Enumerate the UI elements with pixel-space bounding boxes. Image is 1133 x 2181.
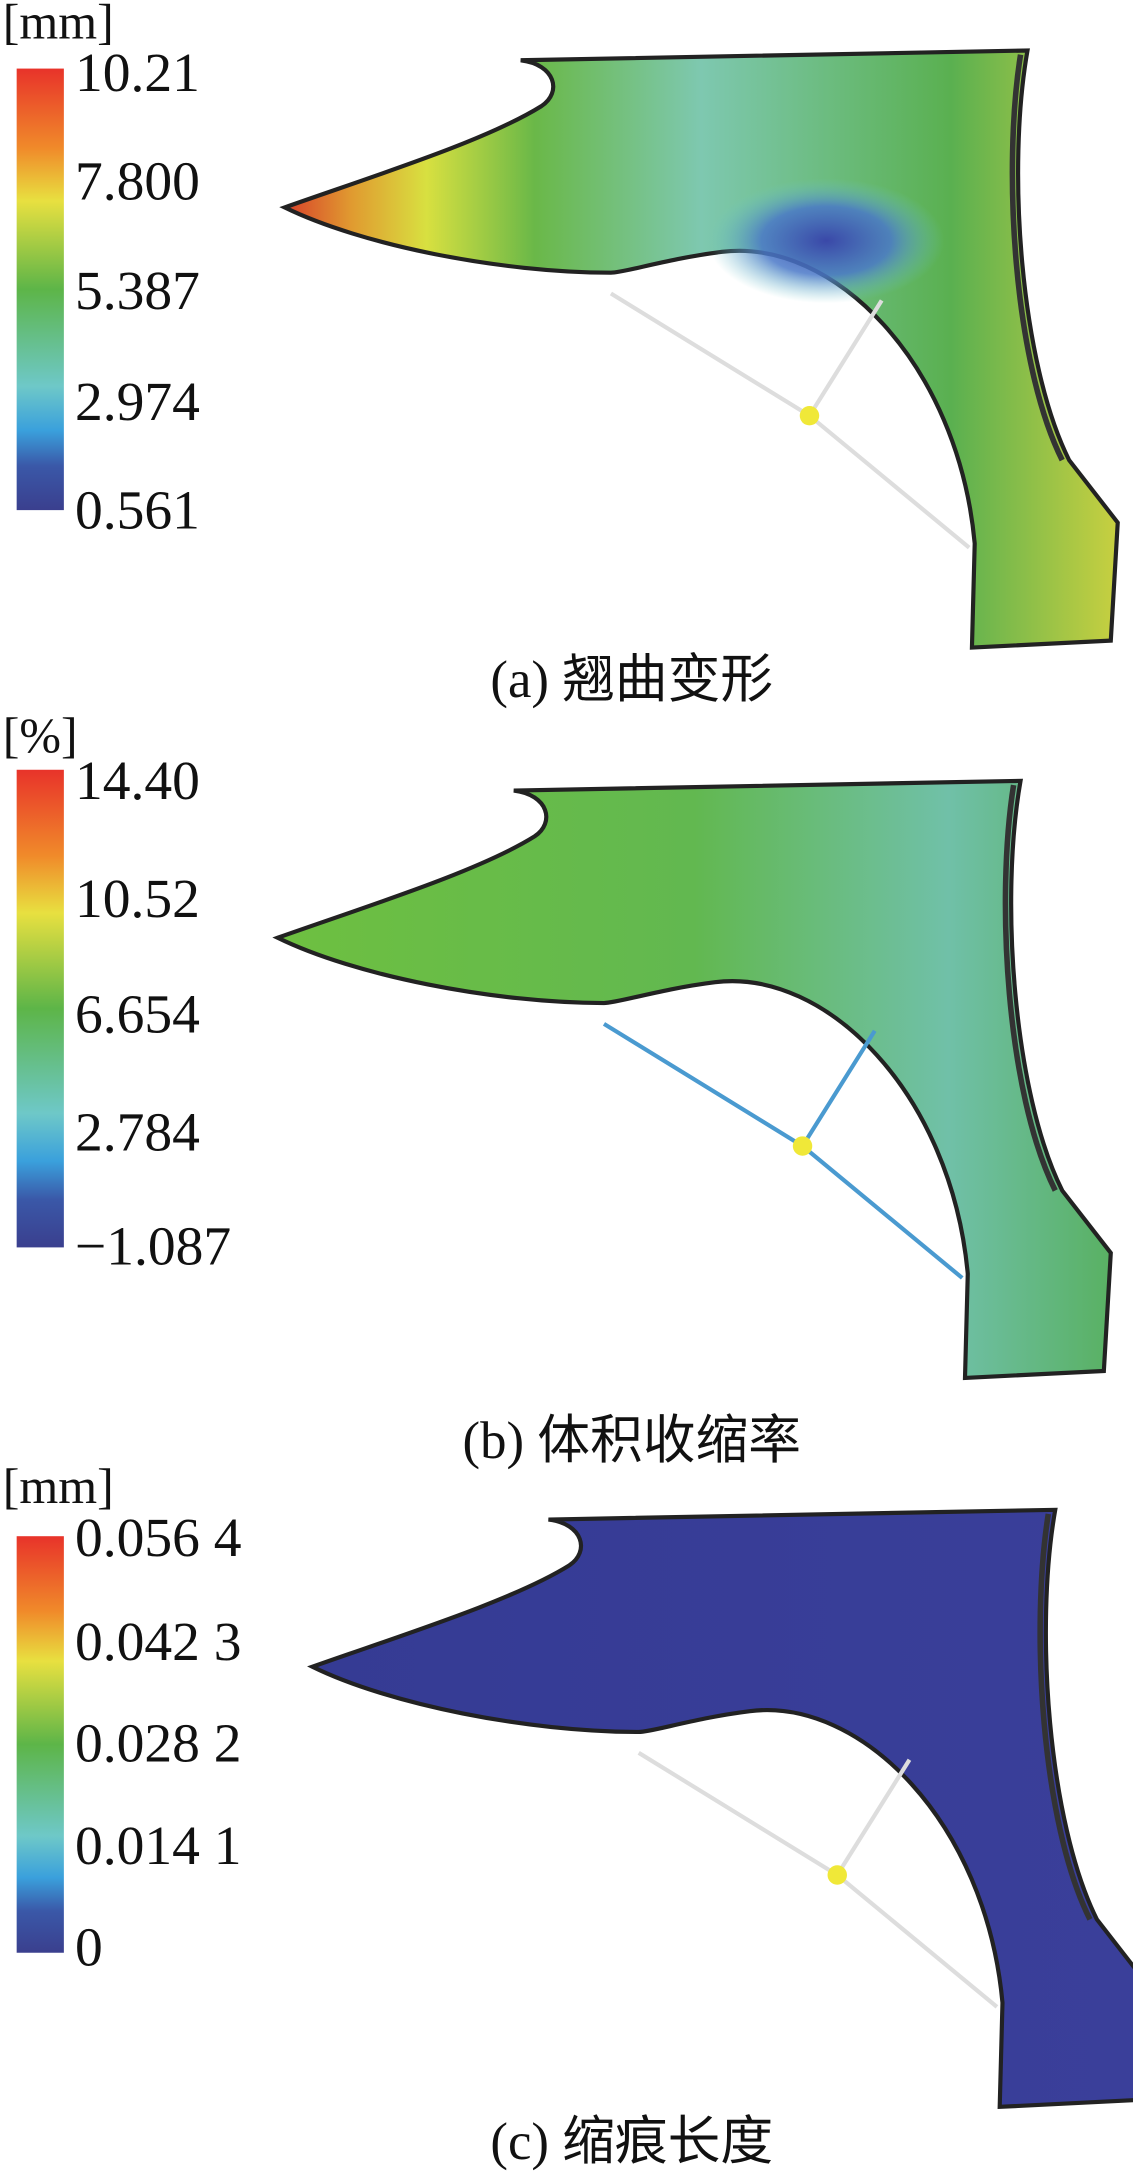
colorbar-tick-label: 0.014 1 <box>75 1816 242 1877</box>
panel-caption: (c) 缩痕长度 <box>490 2113 773 2171</box>
colorbar-tick-label: 14.40 <box>75 751 200 812</box>
gate <box>827 1865 847 1885</box>
fender-flange <box>1009 54 1065 462</box>
colorbar-tick-label: 0.042 3 <box>75 1612 242 1673</box>
colorbar <box>16 1536 64 1953</box>
colorbar-tick-label: 5.387 <box>75 261 200 322</box>
fender-surface <box>272 778 1113 1381</box>
colorbar-unit: [%] <box>3 707 78 763</box>
panel: [mm]0.056 4 0.042 3 0.028 2 0.014 1 0 (c) 缩痕长… <box>3 1458 1133 2171</box>
colorbar-unit: [mm] <box>3 0 114 49</box>
fender-flange <box>1002 784 1058 1192</box>
colorbar <box>16 769 64 1248</box>
colorbar-tick-label: 10.21 <box>75 43 200 104</box>
gate <box>792 1136 813 1156</box>
panel-caption: (b) 体积收缩率 <box>463 1412 801 1470</box>
colorbar <box>16 68 64 511</box>
fender-model <box>272 778 1113 1381</box>
colorbar-tick-label: 0 <box>75 1917 103 1978</box>
colorbar-tick-label: 2.784 <box>75 1102 200 1163</box>
fender-model <box>279 48 1120 650</box>
gate <box>799 405 820 426</box>
panel: [%]14.40 10.52 6.654 2.784 −1.087 (b) 体积收缩率 <box>3 707 1113 1470</box>
fender-model <box>307 1507 1133 2110</box>
colorbar-tick-label: −1.087 <box>75 1216 231 1277</box>
colorbar-tick-label: 7.800 <box>75 151 200 212</box>
fender-flange <box>1037 1513 1093 1921</box>
colorbar-tick-label: 6.654 <box>75 984 200 1045</box>
colorbar-tick-label: 0.561 <box>75 480 200 541</box>
colorbar-tick-label: 2.974 <box>75 372 200 433</box>
colorbar-unit: [mm] <box>3 1458 114 1514</box>
colorbar-tick-label: 0.056 4 <box>75 1508 242 1569</box>
panel-caption: (a) 翘曲变形 <box>490 651 773 709</box>
deformation-zone <box>708 178 945 304</box>
panel: [mm]10.21 7.800 5.387 2.974 0.561 (a) 翘曲变形 <box>3 0 1120 709</box>
colorbar-tick-label: 0.028 2 <box>75 1713 242 1774</box>
colorbar-tick-label: 10.52 <box>75 869 200 930</box>
fender-surface <box>307 1507 1133 2110</box>
